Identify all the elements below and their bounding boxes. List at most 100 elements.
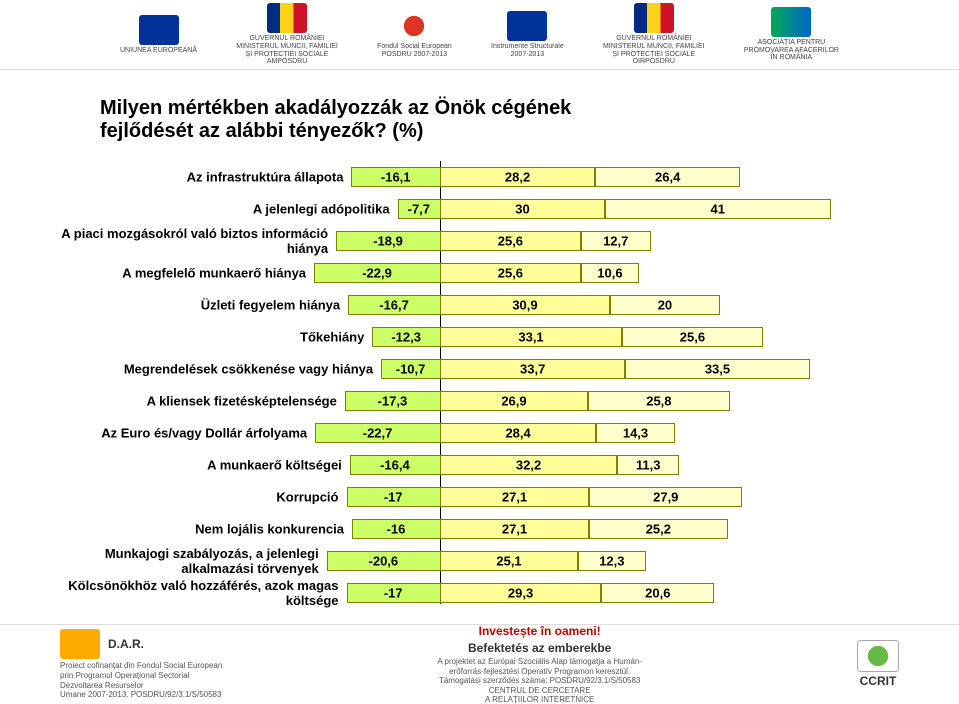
header-logo-strip: UNIUNEA EUROPEANĂ GUVERNUL ROMÂNIEI MINIS…	[0, 0, 959, 70]
value-a: 33,1	[440, 330, 622, 345]
value-neg: -16,7	[352, 298, 436, 313]
dar-logo-icon	[60, 629, 100, 659]
header-logo: UNIUNEA EUROPEANĂ	[120, 15, 197, 55]
footer-left: D.A.R. Proiect cofinanțat din Fondul Soc…	[60, 629, 222, 699]
chart-row: -10,7 Megrendelések csökkenése vagy hiány…	[60, 353, 899, 385]
footer-mid-title1: Investește în oameni!	[479, 624, 601, 638]
value-a: 30	[440, 202, 605, 217]
logo-caption: UNIUNEA EUROPEANĂ	[120, 47, 197, 55]
ccrit-logo-icon	[857, 640, 899, 672]
logo-icon	[394, 11, 434, 41]
value-b: 14,3	[596, 426, 675, 441]
chart-row: -17 Kölcsönökhöz való hozzáférés, azok ma…	[60, 577, 899, 609]
footer-line: A RELAȚIILOR INTERETNICE	[437, 695, 642, 704]
logo-icon	[771, 7, 811, 37]
footer-right-logo-text: CCRIT	[860, 674, 897, 688]
row-label: Megrendelések csökkenése vagy hiánya	[60, 362, 373, 377]
footer-line: Támogatási szerződés száma: POSDRU/92/3.…	[437, 676, 642, 686]
footer-line: CENTRUL DE CERCETARE	[437, 686, 642, 696]
value-b: 20	[610, 298, 720, 313]
value-a: 27,1	[440, 490, 589, 505]
value-a: 28,4	[440, 426, 596, 441]
header-logo: ASOCIAȚIA PENTRU PROMOVAREA AFACERILOR Î…	[744, 7, 839, 62]
footer-right-lines: A projektet az Európai Szociális Alap tá…	[437, 657, 642, 704]
footer-line: prin Programul Operațional Sectorial	[60, 671, 222, 681]
page: UNIUNEA EUROPEANĂ GUVERNUL ROMÂNIEI MINIS…	[0, 0, 959, 704]
chart-row: -16,1 Az infrastruktúra állapota 28,226,4	[60, 161, 899, 193]
chart-title: Milyen mértékben akadályozzák az Önök cé…	[100, 97, 660, 143]
value-a: 29,3	[440, 586, 601, 601]
row-label: Tőkehiány	[60, 330, 364, 345]
value-neg: -18,9	[340, 234, 436, 249]
logo-icon	[139, 15, 179, 45]
value-neg: -16,1	[355, 170, 436, 185]
value-a: 25,6	[440, 266, 581, 281]
row-label: A piaci mozgásokról való biztos informác…	[60, 226, 328, 256]
value-a: 27,1	[440, 522, 589, 537]
footer-line: Umane 2007-2013. POSDRU/92/3.1/S/50583	[60, 690, 222, 700]
value-a: 25,6	[440, 234, 581, 249]
value-b: 25,2	[589, 522, 728, 537]
footer-strip: D.A.R. Proiect cofinanțat din Fondul Soc…	[0, 624, 959, 704]
value-b: 41	[605, 202, 831, 217]
chart-row: -22,7Az Euro és/vagy Dollár árfolyama28,…	[60, 417, 899, 449]
value-b: 11,3	[617, 458, 679, 473]
chart-row: -16,4A munkaerő költségei32,211,3	[60, 449, 899, 481]
chart-row: -16 Nem lojális konkurencia 27,125,2	[60, 513, 899, 545]
row-label: Az infrastruktúra állapota	[60, 170, 343, 185]
value-neg: -10,7	[385, 362, 436, 377]
value-b: 20,6	[601, 586, 714, 601]
chart-row: -20,6 Munkajogi szabályozás, a jelenlegi …	[60, 545, 899, 577]
chart-row: -12,3Tőkehiány33,125,6	[60, 321, 899, 353]
value-neg: -22,7	[319, 426, 436, 441]
value-neg: -7,7	[402, 202, 436, 217]
value-a: 33,7	[440, 362, 625, 377]
logo-caption: Instrumente Structurale 2007-2013	[491, 43, 564, 58]
logo-icon	[634, 3, 674, 33]
footer-left-lines: Proiect cofinanțat din Fondul Social Eur…	[60, 661, 222, 699]
row-label: Kölcsönökhöz való hozzáférés, azok magas…	[60, 578, 339, 608]
value-neg: -17	[351, 586, 437, 601]
logo-caption: GUVERNUL ROMÂNIEI MINISTERUL MUNCII, FAM…	[236, 35, 338, 66]
logo-caption: GUVERNUL ROMÂNIEI MINISTERUL MUNCII, FAM…	[603, 35, 705, 66]
value-a: 26,9	[440, 394, 588, 409]
logo-icon	[507, 11, 547, 41]
footer-mid: Investește în oameni! Befektetés az embe…	[437, 624, 642, 704]
logo-icon	[267, 3, 307, 33]
logo-caption: Fondul Social European POSDRU 2007-2013	[377, 43, 452, 58]
row-label: Korrupció	[60, 490, 339, 505]
row-label: Nem lojális konkurencia	[60, 522, 344, 537]
chart-row: -16,7 Üzleti fegyelem hiánya 30,920	[60, 289, 899, 321]
value-neg: -20,6	[331, 554, 436, 569]
value-b: 26,4	[595, 170, 740, 185]
footer-line: A projektet az Európai Szociális Alap tá…	[437, 657, 642, 667]
header-logo: Fondul Social European POSDRU 2007-2013	[377, 11, 452, 58]
header-logo: GUVERNUL ROMÂNIEI MINISTERUL MUNCII, FAM…	[603, 3, 705, 66]
value-b: 27,9	[589, 490, 742, 505]
value-a: 32,2	[440, 458, 617, 473]
value-b: 25,6	[622, 330, 763, 345]
header-logo: GUVERNUL ROMÂNIEI MINISTERUL MUNCII, FAM…	[236, 3, 338, 66]
chart-row: -17,3 A kliensek fizetésképtelensége 26,92…	[60, 385, 899, 417]
logo-caption: ASOCIAȚIA PENTRU PROMOVAREA AFACERILOR Î…	[744, 39, 839, 62]
chart-row: -17 Korrupció 27,127,9	[60, 481, 899, 513]
value-b: 10,6	[581, 266, 639, 281]
row-label: Munkajogi szabályozás, a jelenlegi alkal…	[60, 546, 319, 576]
chart-rows: -16,1Az infrastruktúra állapota28,226,4-…	[60, 161, 899, 609]
value-a: 30,9	[440, 298, 610, 313]
value-b: 25,8	[588, 394, 730, 409]
value-neg: -16	[356, 522, 436, 537]
chart-row: -22,9A megfelelő munkaerő hiánya25,610,6	[60, 257, 899, 289]
value-b: 33,5	[625, 362, 809, 377]
row-label: A kliensek fizetésképtelensége	[60, 394, 337, 409]
chart: Milyen mértékben akadályozzák az Önök cé…	[60, 105, 899, 604]
value-neg: -17,3	[349, 394, 436, 409]
row-label: A munkaerő költségei	[60, 458, 342, 473]
row-label: Üzleti fegyelem hiánya	[60, 298, 340, 313]
value-a: 25,1	[440, 554, 578, 569]
chart-row: -7,7A jelenlegi adópolitika3041	[60, 193, 899, 225]
footer-line: erőforrás-fejlesztési Operatív Programon…	[437, 667, 642, 677]
footer-mid-title2: Befektetés az emberekbe	[468, 641, 611, 655]
value-a: 28,2	[440, 170, 595, 185]
value-neg: -17	[351, 490, 437, 505]
